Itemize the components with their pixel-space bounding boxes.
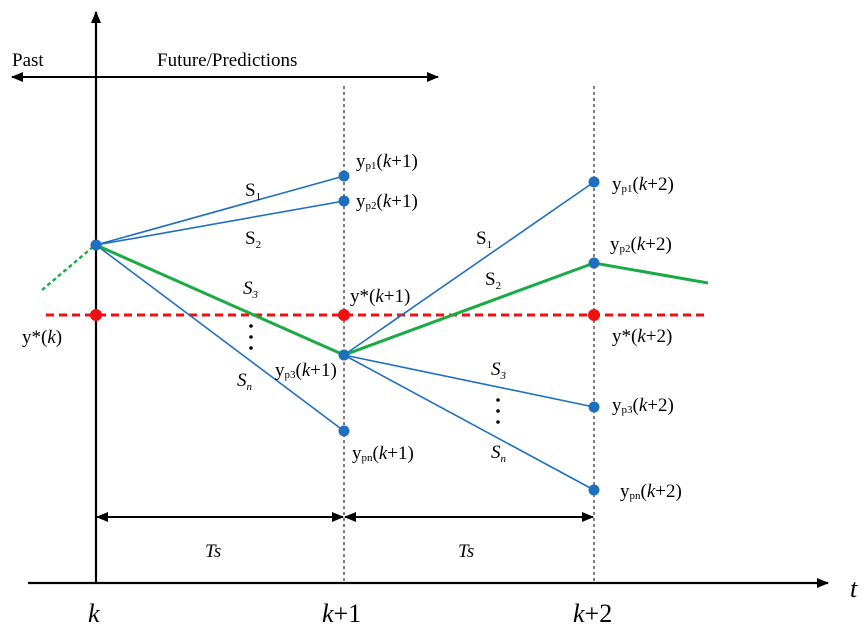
reference-point-k [90,309,102,321]
state-label-s3-step2: S3 [491,359,507,382]
prediction-line-sn-step2 [343,354,595,491]
prediction-label-p3-k1: yp3(k+1) [275,360,337,381]
prediction-line-s1-step1 [95,175,345,246]
prediction-label-p1-k1: yp1(k+1) [356,151,418,172]
prediction-point-p2-k1 [338,195,350,207]
state-label-s2-step1: S2 [245,228,261,251]
current-state-point [90,239,102,251]
prediction-label-p2-k1: yp2(k+1) [356,191,418,212]
past-label: Past [12,50,44,71]
tick-k: k [88,599,100,628]
tick-k-plus-2: k+2 [573,599,612,628]
state-label-s3-step1: S3 [243,278,259,301]
tick-k-plus-1: k+1 [322,599,361,628]
ts-label-2: Ts [458,541,474,562]
state-label-sn-step1: Sn [237,370,253,393]
reference-label-k1: y*(k+1) [350,286,410,307]
prediction-line-sn-step1 [95,244,345,432]
reference-point-k2 [588,309,600,321]
reference-point-k1 [338,309,350,321]
state-label-s2-step2: S2 [485,269,501,292]
prediction-line-s1-step2 [343,181,595,356]
prediction-line-s2-step1 [95,200,345,246]
ts-label-1: Ts [205,541,221,562]
prediction-point-pn-k2 [588,484,600,496]
prediction-label-pn-k2: ypn(k+2) [620,481,682,502]
state-label-s1-step2: S1 [476,228,492,251]
state-label-sn-step2: Sn [491,442,507,465]
prediction-point-p3-k1 [338,349,350,361]
state-label-s1-step1: S1 [245,180,261,203]
ellipsis-dots-step1 [249,324,253,350]
axis-t-label: t [850,574,858,603]
prediction-point-p1-k2 [588,176,600,188]
future-label: Future/Predictions [157,50,297,71]
past-trajectory [41,245,95,291]
prediction-line-s3-step2 [343,354,595,408]
prediction-label-pn-k1: ypn(k+1) [352,443,414,464]
prediction-label-p1-k2: yp1(k+2) [612,174,674,195]
optimal-path [95,243,709,357]
prediction-point-p2-k2 [588,257,600,269]
prediction-point-p3-k2 [588,401,600,413]
prediction-label-p3-k2: yp3(k+2) [612,395,674,416]
prediction-label-p2-k2: yp2(k+2) [610,234,672,255]
ellipsis-dots-step2 [496,398,500,424]
reference-label-k2: y*(k+2) [612,326,672,347]
prediction-point-p1-k1 [338,170,350,182]
prediction-point-pn-k1 [338,425,350,437]
reference-label-k: y*(k) [22,327,62,348]
